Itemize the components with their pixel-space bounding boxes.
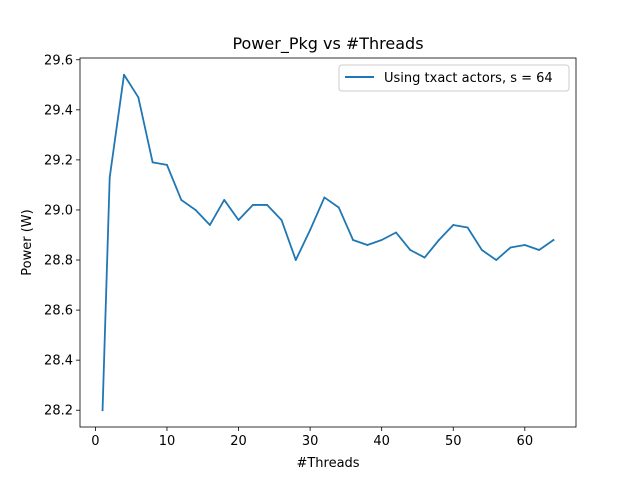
plot-frame [79,57,577,428]
legend: Using txact actors, s = 64 [338,64,570,92]
y-axis-label: Power (W) [20,209,35,275]
y-tick-label: 29.2 [44,153,73,168]
legend-box [338,64,570,92]
y-tick-label: 28.8 [44,254,73,269]
x-tick-label: 0 [91,434,99,449]
x-axis-label: #Threads [296,456,359,471]
y-tick-label: 28.6 [44,304,73,319]
data-point [423,256,426,259]
data-point [452,224,455,226]
data-point [266,204,269,206]
data-point [280,219,283,221]
data-point [509,246,512,249]
data-point [409,249,412,251]
data-point [380,239,383,241]
y-tick-label: 28.4 [44,354,73,369]
data-point [337,206,340,209]
data-point [395,231,397,234]
series-layer [101,73,555,412]
plot-background [80,58,576,427]
data-point [366,244,369,246]
data-point [180,199,183,201]
data-point [223,199,226,201]
data-point [108,176,111,179]
data-point [123,73,125,76]
data-point [237,219,240,221]
data-point [137,96,140,99]
data-point [438,239,440,241]
data-point [194,209,197,211]
y-tick-label: 29.6 [44,53,73,68]
y-tick-label: 29.0 [44,203,73,218]
y-tick-label: 29.4 [44,103,73,118]
data-point [294,259,297,261]
data-point [166,163,168,166]
data-point [251,204,254,206]
data-point [323,196,326,199]
legend-label: Using txact actors, s = 64 [384,71,553,86]
data-point [552,239,555,241]
y-tick-label: 28.2 [44,404,73,419]
data-point [538,249,541,251]
data-point [523,244,526,246]
data-point [151,161,154,164]
data-point [466,226,469,229]
data-point [309,229,312,231]
data-point [101,409,104,412]
x-tick-label: 40 [373,434,390,449]
x-tick-label: 20 [230,434,247,449]
chart-title: Power_Pkg vs #Threads [232,34,423,54]
ticks-layer: 0 10 20 30 40 50 60 28.2 28.4 28.6 28.8 29.0 29.2 29.… [44,53,533,449]
data-point [495,259,498,261]
x-tick-label: 60 [517,434,534,449]
x-tick-label: 10 [159,434,176,449]
x-tick-label: 30 [302,434,319,449]
x-tick-label: 50 [445,434,462,449]
data-point [209,224,211,226]
data-point [480,249,483,251]
data-point [352,239,354,241]
